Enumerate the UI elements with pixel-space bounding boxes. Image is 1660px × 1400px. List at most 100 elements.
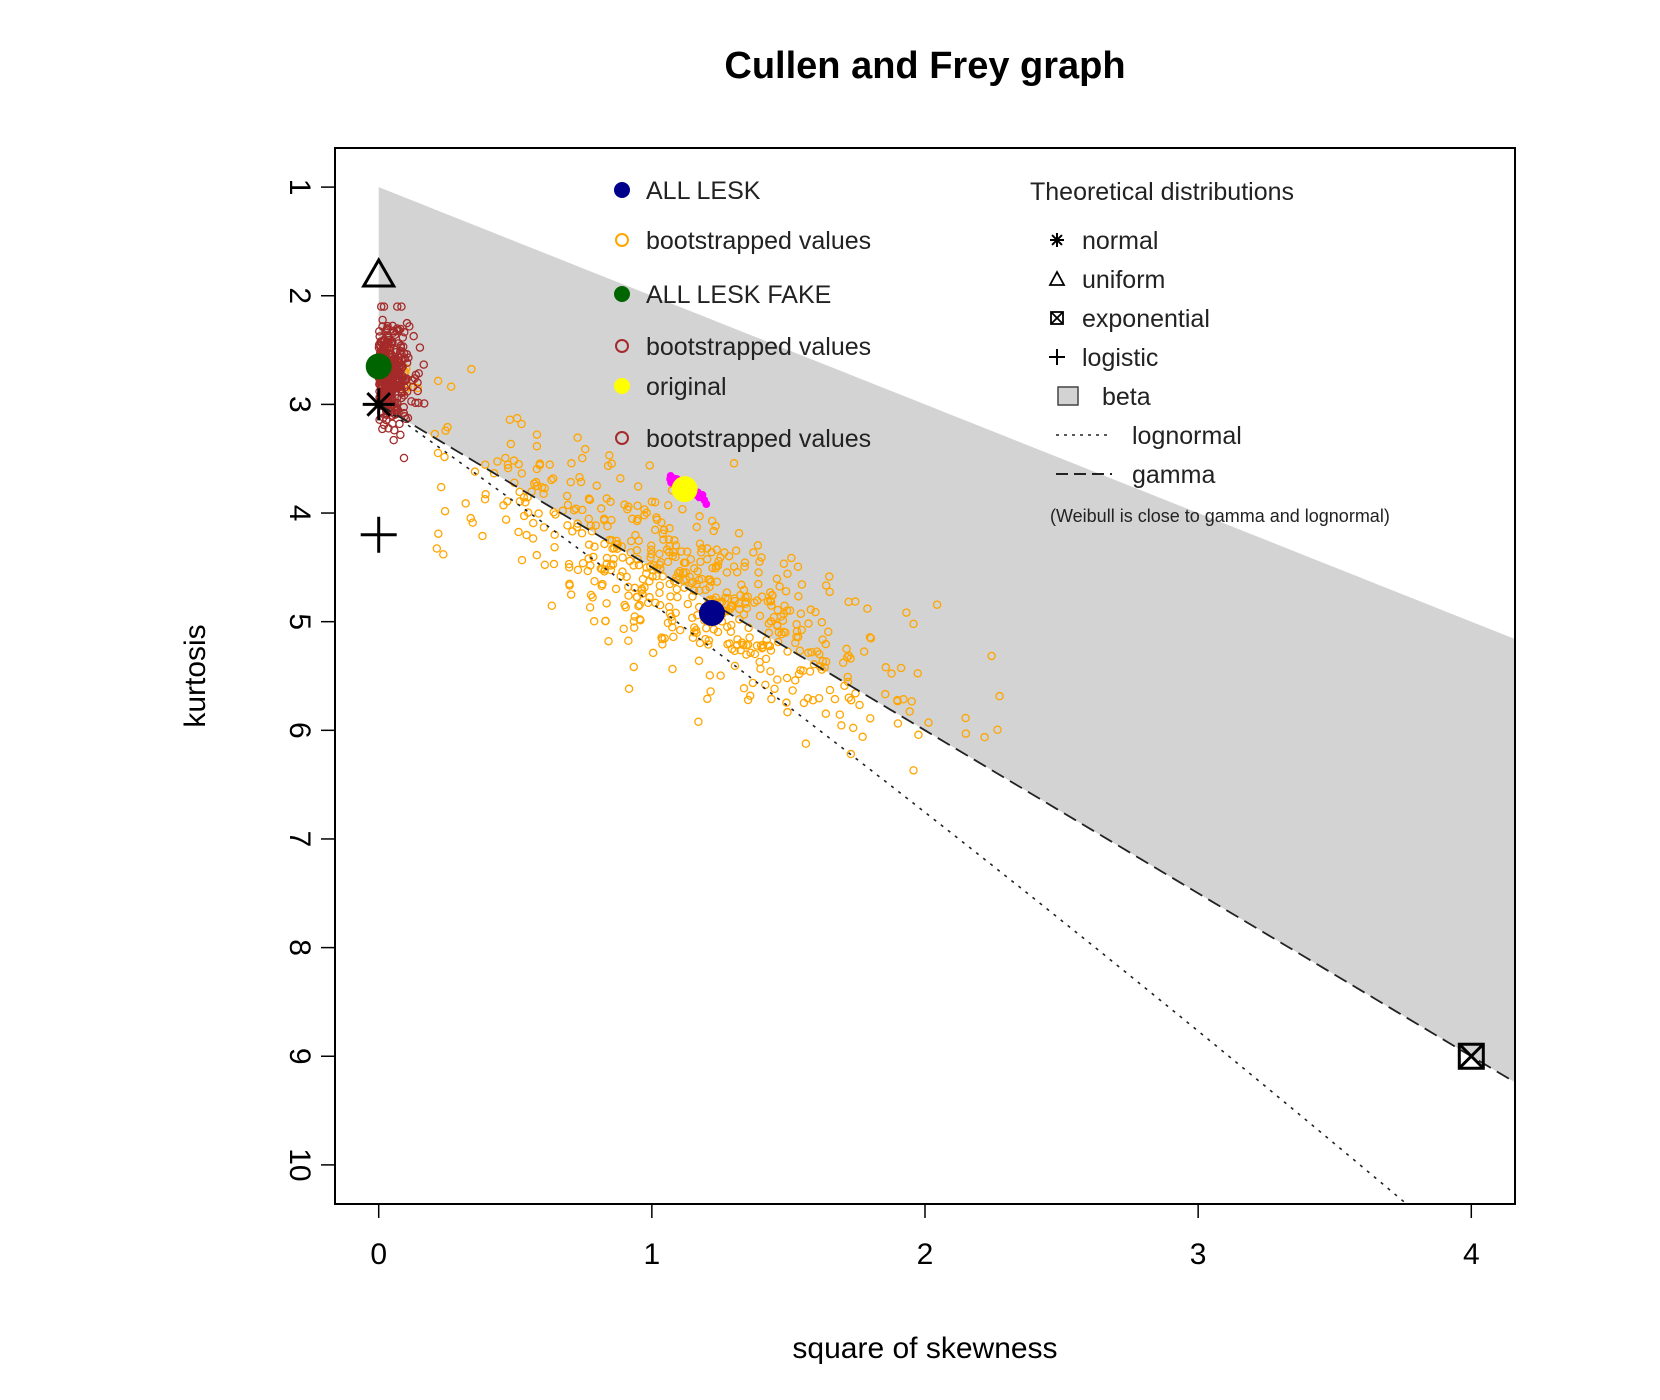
orange-bootstrap-point — [788, 686, 797, 695]
orange-bootstrap-point — [795, 646, 805, 655]
brown-bootstrap-point — [400, 376, 410, 386]
orange-bootstrap-point — [787, 553, 796, 563]
orange-bootstrap-point — [439, 550, 448, 559]
orange-bootstrap-point — [755, 557, 764, 566]
y-axis: 1 2 3 4 5 6 7 8 9 10 — [283, 179, 336, 1182]
orange-bootstrap-point — [577, 505, 587, 515]
orange-bootstrap-point — [754, 568, 763, 577]
orange-bootstrap-point — [775, 582, 784, 591]
orange-bootstrap-point — [961, 713, 970, 723]
orange-bootstrap-point — [616, 474, 625, 483]
orange-bootstrap-point — [531, 477, 541, 487]
orange-bootstrap-point — [657, 518, 666, 527]
orange-bootstrap-point — [808, 695, 818, 705]
orange-bootstrap-point — [603, 522, 612, 531]
legend-swatch — [615, 339, 629, 353]
orange-bootstrap-point — [757, 644, 767, 653]
orange-bootstrap-point — [630, 612, 639, 621]
orange-bootstrap-point — [611, 584, 621, 594]
orange-bootstrap-point — [673, 568, 683, 578]
orange-bootstrap-point — [589, 617, 599, 626]
orange-bootstrap-point — [846, 749, 856, 759]
orange-bootstrap-point — [682, 547, 692, 556]
brown-bootstrap-point — [413, 386, 423, 396]
orange-bootstrap-point — [694, 656, 704, 666]
orange-bootstrap-point — [568, 527, 577, 536]
orange-bootstrap-point — [735, 615, 744, 624]
brown-bootstrap-point — [409, 331, 418, 341]
orange-bootstrap-point — [675, 625, 685, 635]
orange-bootstrap-point — [731, 546, 741, 555]
orange-bootstrap-point — [880, 689, 890, 699]
orange-bootstrap-point — [446, 382, 456, 391]
orange-bootstrap-point — [637, 586, 646, 595]
legend-theoretical-label: normal — [1082, 227, 1158, 255]
legend-uniform-icon — [1048, 270, 1066, 286]
orange-bootstrap-point — [765, 641, 775, 651]
orange-bootstrap-point — [673, 592, 682, 602]
orange-bootstrap-point — [772, 574, 782, 584]
orange-bootstrap-point — [573, 565, 583, 575]
orange-bootstrap-point — [517, 555, 527, 565]
orange-bootstrap-point — [712, 545, 721, 554]
orange-bootstrap-point — [739, 684, 749, 693]
orange-bootstrap-point — [532, 550, 542, 560]
uniform-marker — [361, 257, 397, 288]
orange-bootstrap-point — [824, 572, 834, 581]
orange-bootstrap-point — [480, 495, 490, 504]
orange-bootstrap-point — [466, 513, 475, 523]
brown-bootstrap-point — [397, 393, 406, 403]
orange-bootstrap-point — [534, 509, 543, 518]
orange-bootstrap-point — [736, 591, 745, 600]
orange-bootstrap-point — [863, 604, 872, 613]
y-tick-label: 3 — [283, 396, 316, 413]
orange-bootstrap-point — [678, 504, 687, 514]
orange-bootstrap-point — [823, 627, 833, 637]
orange-bootstrap-point — [563, 521, 572, 530]
orange-bootstrap-point — [658, 640, 667, 649]
legend-label: bootstrapped values — [646, 227, 871, 255]
orange-bootstrap-point — [577, 529, 587, 538]
orange-bootstrap-point — [580, 444, 590, 454]
x-stroke — [1458, 1043, 1485, 1070]
legend-series: ALL LESK bootstrapped values ALL LESK FAKE… — [614, 177, 871, 453]
orange-bootstrap-point — [551, 510, 560, 519]
orange-bootstrap-point — [714, 556, 723, 566]
orange-bootstrap-point — [600, 539, 609, 549]
orange-bootstrap-point — [821, 709, 831, 718]
orange-bootstrap-point — [783, 569, 792, 578]
orange-bootstrap-point — [764, 619, 774, 628]
orange-bootstrap-point — [737, 580, 746, 590]
orange-bootstrap-point — [846, 695, 856, 705]
orange-bootstrap-point — [643, 598, 653, 608]
orange-bootstrap-point — [924, 718, 933, 727]
orange-bootstrap-point — [693, 567, 702, 576]
brown-bootstrap-point — [404, 353, 413, 362]
orange-bootstrap-point — [748, 678, 758, 688]
orange-bootstrap-point — [777, 629, 786, 639]
orange-bootstrap-point — [913, 669, 922, 678]
orange-bootstrap-point — [756, 664, 765, 673]
orange-bootstrap-point — [584, 540, 594, 549]
original-point — [671, 476, 698, 503]
brown-bootstrap-point — [390, 426, 399, 435]
orange-bootstrap-point — [688, 592, 697, 601]
orange-bootstrap-point — [695, 539, 705, 548]
brown-bootstrap-point — [393, 302, 402, 311]
orange-bootstrap-point — [740, 558, 750, 567]
orange-bootstrap-point — [703, 544, 712, 553]
orange-bootstrap-point — [745, 691, 755, 701]
orange-bootstrap-point — [413, 383, 423, 393]
legend-theoretical-label: gamma — [1132, 461, 1215, 489]
orange-bootstrap-point — [655, 588, 664, 598]
orange-bootstrap-point — [825, 685, 835, 695]
orange-bootstrap-point — [668, 622, 677, 632]
orange-bootstrap-point — [591, 521, 601, 530]
legend-swatch — [614, 182, 630, 198]
orange-bootstrap-point — [652, 571, 661, 581]
brown-bootstrap-point — [389, 328, 398, 337]
orange-bootstrap-point — [470, 467, 480, 476]
brown-bootstrap-point — [381, 346, 390, 356]
orange-bootstrap-point — [709, 526, 718, 536]
orange-bootstrap-point — [622, 572, 631, 582]
